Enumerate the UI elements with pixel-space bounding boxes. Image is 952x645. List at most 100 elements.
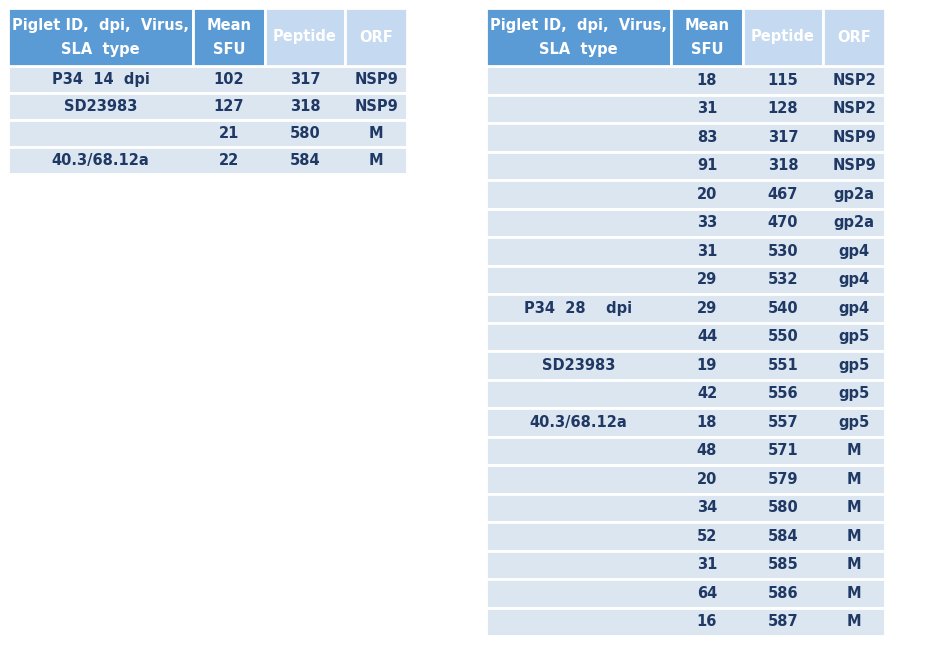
- Text: 584: 584: [767, 529, 799, 544]
- Bar: [743, 8, 823, 66]
- Bar: [486, 322, 885, 351]
- Text: 532: 532: [767, 272, 798, 287]
- Text: SD23983: SD23983: [64, 99, 137, 114]
- Bar: [8, 66, 407, 93]
- Text: 530: 530: [767, 244, 799, 259]
- Text: M: M: [846, 557, 862, 572]
- Text: 48: 48: [697, 443, 717, 458]
- Text: Peptide: Peptide: [273, 30, 337, 45]
- Text: 34: 34: [697, 501, 717, 515]
- Text: SFU: SFU: [212, 43, 246, 57]
- Text: 550: 550: [767, 329, 799, 344]
- Text: 128: 128: [767, 101, 799, 116]
- Bar: [486, 8, 671, 66]
- Bar: [8, 147, 407, 174]
- Text: 317: 317: [767, 130, 798, 144]
- Text: 115: 115: [767, 73, 799, 88]
- Bar: [486, 522, 885, 550]
- Bar: [265, 8, 345, 66]
- Bar: [486, 152, 885, 180]
- Bar: [8, 120, 407, 147]
- Bar: [823, 8, 885, 66]
- Text: Peptide: Peptide: [751, 30, 815, 45]
- Text: 584: 584: [289, 153, 320, 168]
- Text: NSP9: NSP9: [832, 130, 876, 144]
- Bar: [193, 8, 265, 66]
- Text: 31: 31: [697, 244, 717, 259]
- Text: 470: 470: [767, 215, 798, 230]
- Text: 127: 127: [214, 99, 245, 114]
- Text: ORF: ORF: [359, 30, 393, 45]
- Text: NSP9: NSP9: [832, 158, 876, 174]
- Bar: [486, 294, 885, 322]
- Text: 40.3/68.12a: 40.3/68.12a: [51, 153, 149, 168]
- Bar: [486, 95, 885, 123]
- Text: 21: 21: [219, 126, 239, 141]
- Text: NSP2: NSP2: [832, 73, 876, 88]
- Text: M: M: [368, 153, 384, 168]
- Text: 83: 83: [697, 130, 717, 144]
- Bar: [486, 608, 885, 636]
- Text: 20: 20: [697, 187, 717, 202]
- Text: M: M: [846, 614, 862, 630]
- Text: gp4: gp4: [839, 272, 869, 287]
- Text: 586: 586: [767, 586, 799, 600]
- Text: 467: 467: [768, 187, 798, 202]
- Text: 31: 31: [697, 101, 717, 116]
- Text: 64: 64: [697, 586, 717, 600]
- Text: 580: 580: [767, 501, 799, 515]
- Bar: [671, 8, 743, 66]
- Text: SLA  type: SLA type: [61, 43, 140, 57]
- Text: 587: 587: [767, 614, 799, 630]
- Bar: [486, 237, 885, 266]
- Text: SFU: SFU: [691, 43, 724, 57]
- Bar: [486, 465, 885, 493]
- Text: SD23983: SD23983: [542, 358, 615, 373]
- Text: 52: 52: [697, 529, 717, 544]
- Text: 318: 318: [767, 158, 799, 174]
- Text: gp5: gp5: [839, 358, 869, 373]
- Bar: [486, 266, 885, 294]
- Text: 540: 540: [767, 301, 799, 316]
- Text: M: M: [846, 443, 862, 458]
- Text: gp4: gp4: [839, 301, 869, 316]
- Text: M: M: [846, 471, 862, 487]
- Text: NSP9: NSP9: [354, 99, 398, 114]
- Text: Mean: Mean: [684, 18, 729, 33]
- Text: 19: 19: [697, 358, 717, 373]
- Text: 91: 91: [697, 158, 717, 174]
- Bar: [486, 408, 885, 437]
- Text: 29: 29: [697, 272, 717, 287]
- Bar: [486, 208, 885, 237]
- Text: M: M: [846, 586, 862, 600]
- Text: gp5: gp5: [839, 386, 869, 401]
- Text: 22: 22: [219, 153, 239, 168]
- Text: gp5: gp5: [839, 415, 869, 430]
- Text: ORF: ORF: [837, 30, 871, 45]
- Text: P34  28    dpi: P34 28 dpi: [525, 301, 632, 316]
- Text: 551: 551: [767, 358, 799, 373]
- Text: NSP9: NSP9: [354, 72, 398, 87]
- Bar: [345, 8, 407, 66]
- Bar: [486, 579, 885, 608]
- Text: P34  14  dpi: P34 14 dpi: [51, 72, 149, 87]
- Text: 18: 18: [697, 73, 717, 88]
- Text: 18: 18: [697, 415, 717, 430]
- Bar: [486, 66, 885, 95]
- Text: 556: 556: [767, 386, 799, 401]
- Text: 42: 42: [697, 386, 717, 401]
- Text: M: M: [846, 501, 862, 515]
- Text: 571: 571: [767, 443, 799, 458]
- Text: 585: 585: [767, 557, 799, 572]
- Text: M: M: [846, 529, 862, 544]
- Text: 33: 33: [697, 215, 717, 230]
- Text: NSP2: NSP2: [832, 101, 876, 116]
- Bar: [486, 493, 885, 522]
- Text: Mean: Mean: [207, 18, 251, 33]
- Text: gp5: gp5: [839, 329, 869, 344]
- Bar: [486, 437, 885, 465]
- Text: SLA  type: SLA type: [539, 43, 618, 57]
- Bar: [486, 180, 885, 208]
- Text: Piglet ID,  dpi,  Virus,: Piglet ID, dpi, Virus,: [12, 18, 189, 33]
- Bar: [8, 93, 407, 120]
